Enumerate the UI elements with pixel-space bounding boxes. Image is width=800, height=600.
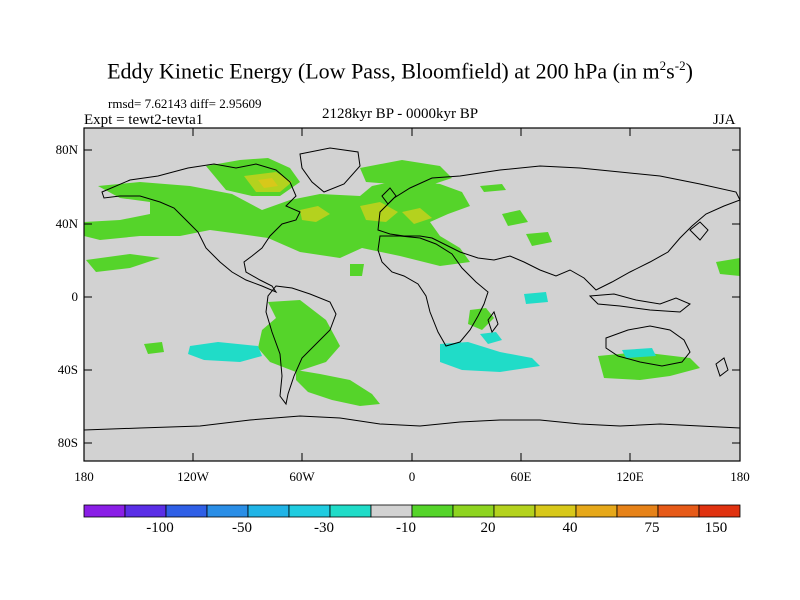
atlantic-strong-2 bbox=[402, 208, 432, 224]
siberian-blob bbox=[480, 184, 506, 192]
indian-ocean-negative bbox=[524, 292, 548, 304]
colorbar-swatch bbox=[124, 504, 167, 518]
colorbar-label: 75 bbox=[644, 520, 660, 536]
colorbar-swatch bbox=[616, 504, 659, 518]
new-zealand-coast bbox=[715, 357, 729, 377]
indonesia-coast bbox=[588, 293, 691, 313]
lat-label: 80S bbox=[57, 435, 78, 450]
hudson-peak bbox=[258, 178, 278, 188]
axis-ticks bbox=[84, 128, 740, 461]
plot-title: Eddy Kinetic Energy (Low Pass, Bloomfiel… bbox=[107, 58, 693, 84]
colorbar-swatch bbox=[329, 504, 372, 518]
colorbar-label: -30 bbox=[314, 520, 334, 536]
colorbar bbox=[83, 504, 741, 518]
south-pacific-blob-2 bbox=[144, 342, 164, 354]
australia-band bbox=[598, 352, 700, 380]
west-pacific-streak bbox=[716, 258, 740, 276]
greenland-coast bbox=[299, 147, 361, 193]
colorbar-label: -10 bbox=[396, 520, 416, 536]
atlantic-strong bbox=[300, 206, 330, 222]
peak-anomaly-fields bbox=[258, 178, 278, 188]
rmsd-diff-text: rmsd= 7.62143 diff= 2.95609 bbox=[108, 96, 262, 111]
lat-label: 0 bbox=[71, 289, 79, 304]
northern-pacific-band bbox=[84, 180, 470, 266]
strong-anomaly-fields bbox=[244, 172, 432, 224]
australia-coast bbox=[605, 325, 691, 367]
australia-negative bbox=[622, 348, 656, 358]
pacific-streak bbox=[86, 254, 160, 272]
colorbar-label: 40 bbox=[562, 520, 578, 536]
colorbar-label: 150 bbox=[704, 520, 728, 536]
colorbar-swatch bbox=[370, 504, 413, 518]
lon-label: 180 bbox=[74, 469, 94, 484]
lon-label: 60E bbox=[510, 469, 532, 484]
africa-coast bbox=[377, 235, 489, 347]
coastlines bbox=[83, 147, 741, 431]
season-label: JJA bbox=[713, 112, 736, 128]
europe-strong bbox=[360, 202, 398, 222]
colorbar-label: 20 bbox=[480, 520, 496, 536]
lon-label: 120E bbox=[616, 469, 644, 484]
colorbar-label: -100 bbox=[146, 520, 174, 536]
colorbar-swatch bbox=[288, 504, 331, 518]
madagascar-coast bbox=[487, 310, 499, 334]
colorbar-swatch bbox=[657, 504, 700, 518]
colorbar-swatch bbox=[698, 504, 741, 518]
south-america-coast bbox=[265, 285, 337, 406]
lon-label: 120W bbox=[177, 469, 209, 484]
colorbar-swatch bbox=[165, 504, 208, 518]
south-pacific-negative bbox=[188, 342, 262, 362]
colorbar-swatch bbox=[575, 504, 618, 518]
north-america-coast bbox=[101, 163, 301, 294]
colorbar-swatch bbox=[534, 504, 577, 518]
positive-anomaly-fields bbox=[84, 158, 740, 406]
east-asia-blob bbox=[526, 232, 552, 246]
period-label: 2128kyr BP - 0000kyr BP bbox=[321, 106, 479, 122]
colorbar-swatch bbox=[452, 504, 495, 518]
lon-label: 180 bbox=[730, 469, 750, 484]
madagascar-negative bbox=[480, 332, 502, 344]
negative-anomaly-fields bbox=[188, 292, 656, 372]
japan-coast bbox=[689, 221, 709, 241]
east-atlantic-blob bbox=[502, 210, 528, 226]
south-america-south bbox=[296, 370, 380, 406]
eurasia-coast bbox=[377, 165, 741, 291]
south-africa-blob bbox=[468, 308, 494, 330]
uk-coast bbox=[381, 187, 397, 205]
lat-label: 40S bbox=[57, 362, 78, 377]
colorbar-swatch bbox=[247, 504, 290, 518]
antarctica-coast bbox=[83, 415, 741, 431]
experiment-label: Expt = tewt2-tevta1 bbox=[84, 112, 204, 128]
tropical-atlantic-blob bbox=[350, 264, 364, 276]
lon-label: 60W bbox=[289, 469, 315, 484]
lat-label: 80N bbox=[55, 142, 78, 157]
colorbar-swatch bbox=[493, 504, 536, 518]
colorbar-label: -50 bbox=[232, 520, 252, 536]
lat-label: 40N bbox=[55, 216, 78, 231]
lon-label: 0 bbox=[408, 469, 416, 484]
colorbar-swatch bbox=[83, 504, 126, 518]
south-pacific-blob-1 bbox=[258, 300, 340, 372]
colorbar-swatch bbox=[411, 504, 454, 518]
colorbar-swatch bbox=[206, 504, 249, 518]
south-atlantic-negative bbox=[440, 342, 540, 372]
